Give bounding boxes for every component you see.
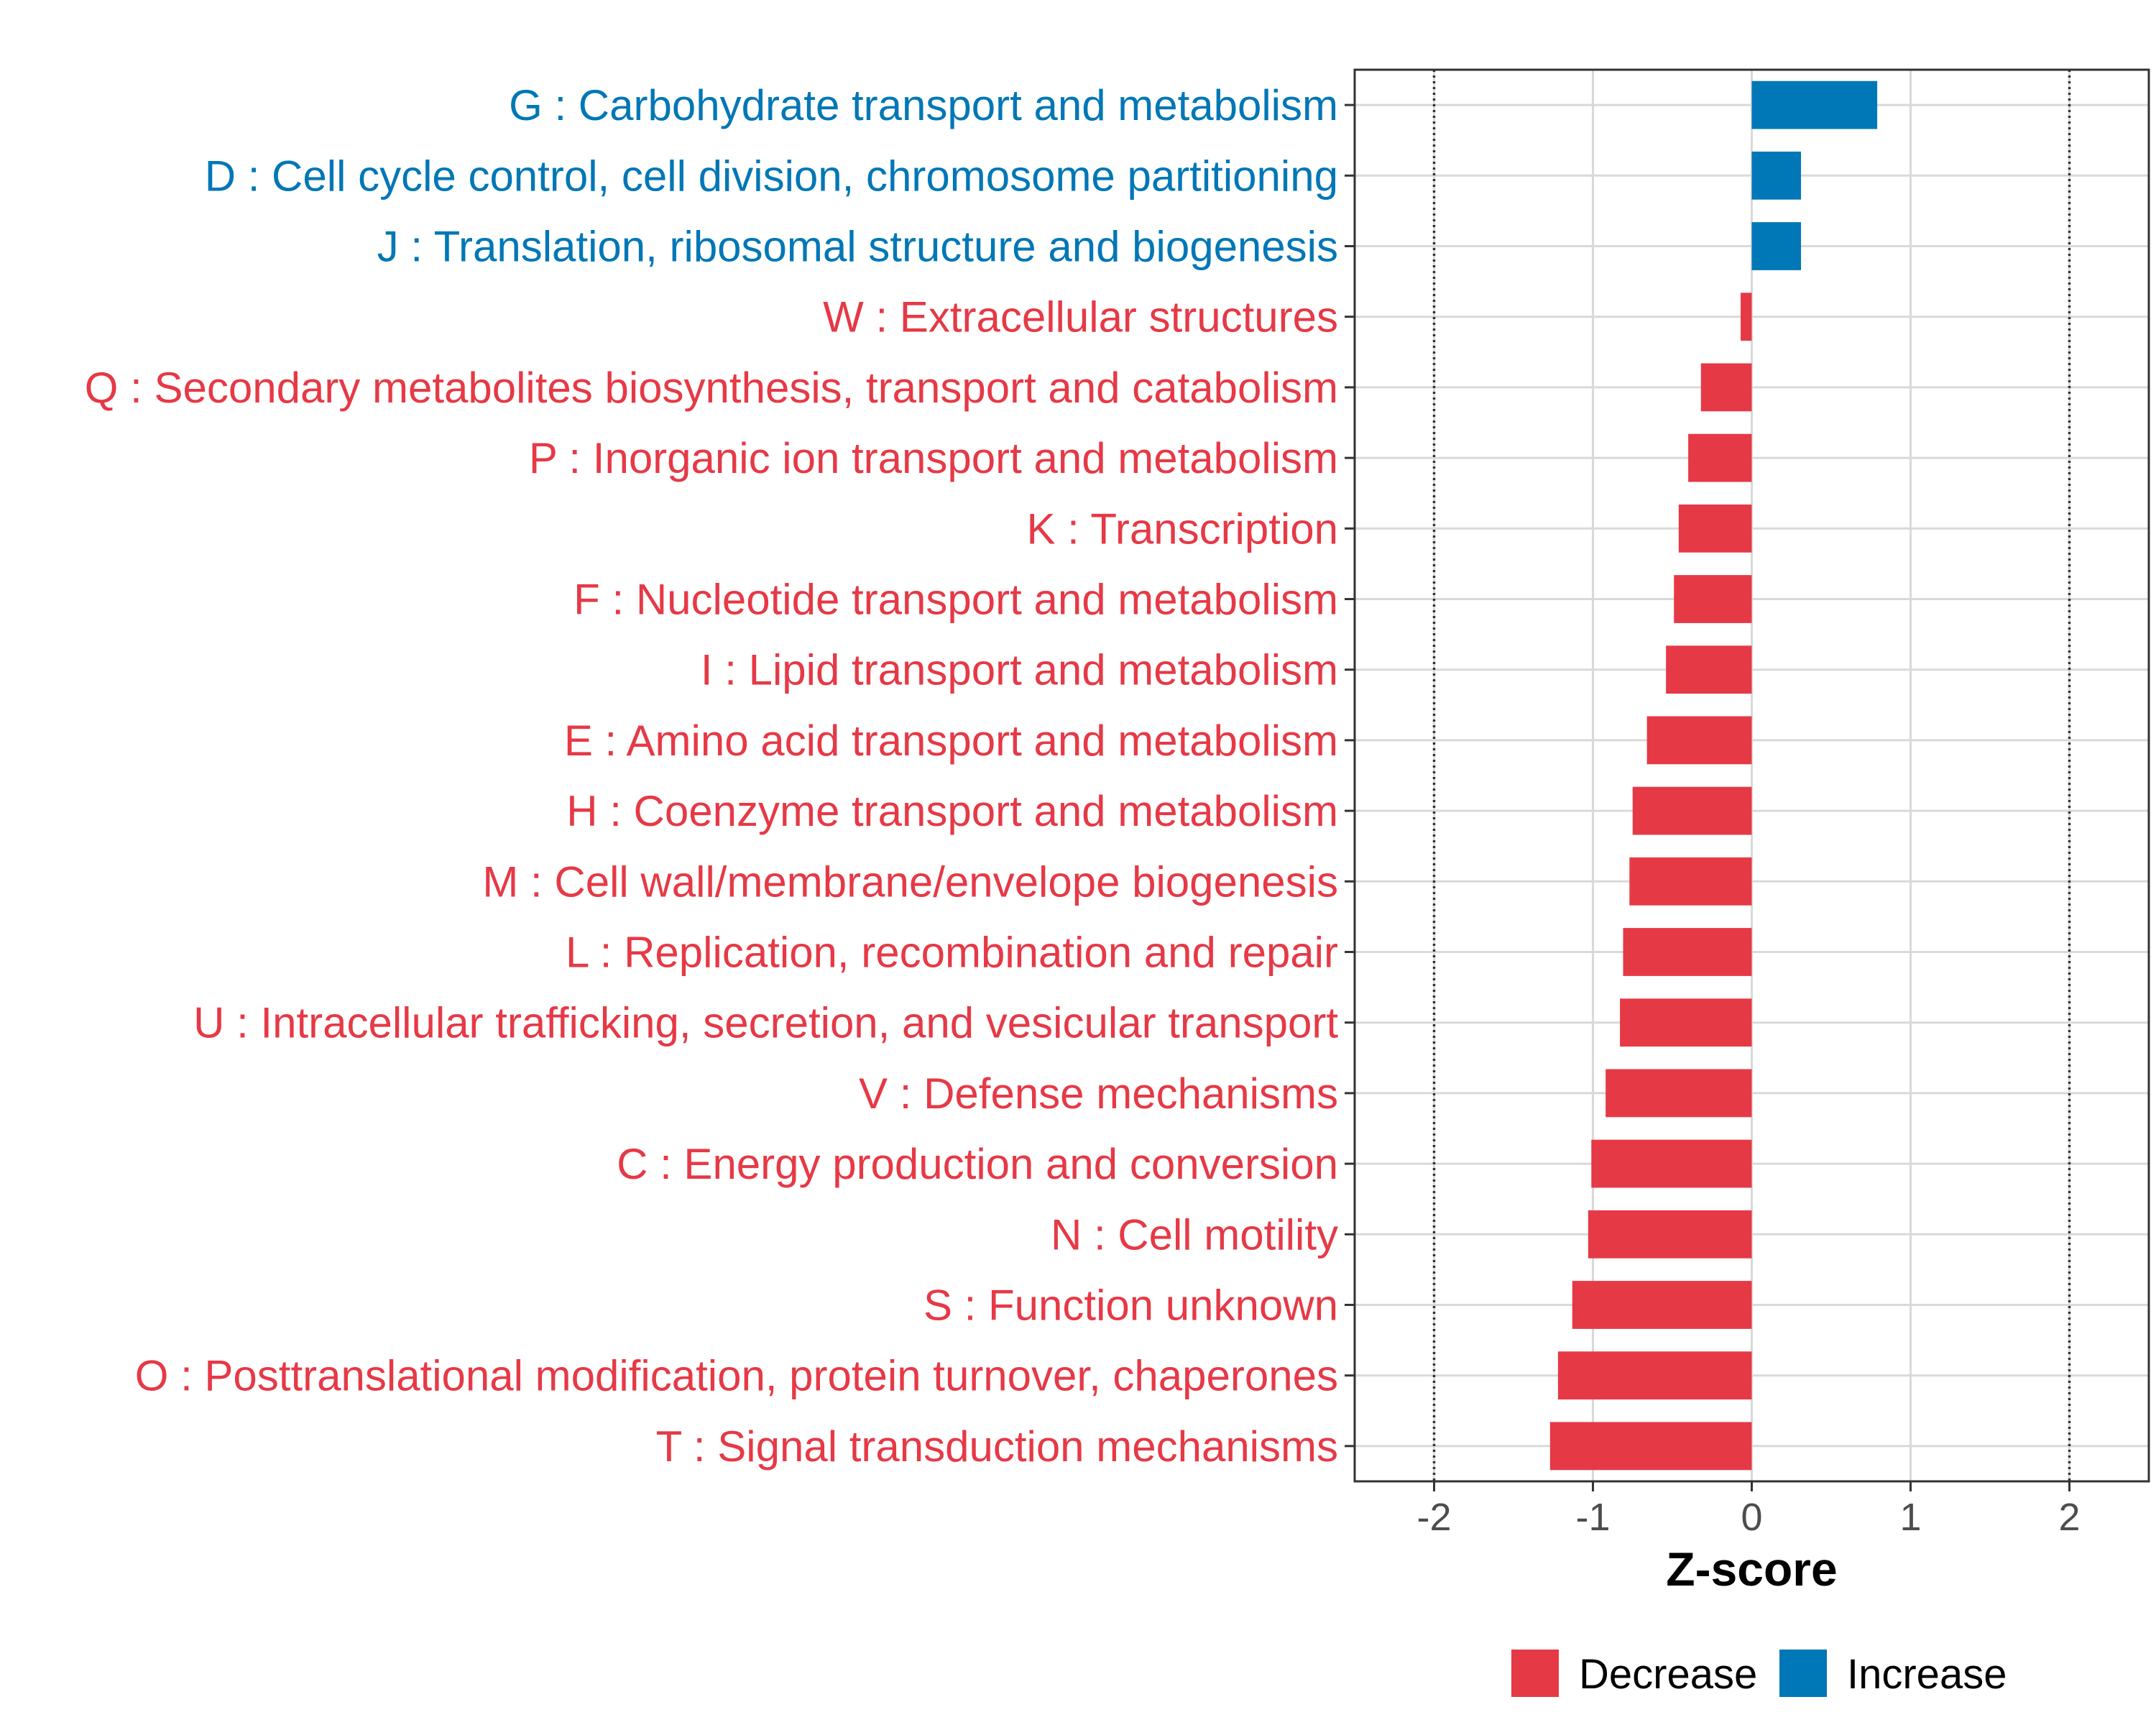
- bar: [1700, 363, 1752, 412]
- bar: [1549, 1422, 1752, 1471]
- category-label: S : Function unknown: [923, 1282, 1338, 1330]
- bar: [1674, 575, 1752, 623]
- category-label: P : Inorganic ion transport and metaboli…: [529, 434, 1338, 482]
- bar: [1678, 504, 1752, 553]
- bar: [1741, 293, 1752, 341]
- category-label: G : Carbohydrate transport and metabolis…: [509, 81, 1338, 129]
- category-label: D : Cell cycle control, cell division, c…: [205, 152, 1338, 200]
- category-label: E : Amino acid transport and metabolism: [564, 717, 1338, 765]
- bar: [1751, 80, 1878, 129]
- x-tick-label: 1: [1899, 1496, 1921, 1539]
- legend-label: Increase: [1847, 1651, 2007, 1698]
- category-label: W : Extracellular structures: [823, 293, 1338, 341]
- category-label: C : Energy production and conversion: [617, 1140, 1338, 1188]
- bar: [1646, 716, 1752, 765]
- legend-swatch: [1511, 1650, 1559, 1697]
- bar: [1666, 645, 1752, 694]
- category-label: I : Lipid transport and metabolism: [701, 646, 1338, 694]
- bar: [1557, 1351, 1752, 1400]
- x-axis-title: Z-score: [1666, 1542, 1837, 1596]
- bar: [1751, 222, 1802, 270]
- bar: [1623, 928, 1752, 976]
- bars: [1549, 80, 1878, 1471]
- bar: [1751, 151, 1802, 200]
- y-axis-category-labels: G : Carbohydrate transport and metabolis…: [85, 81, 1339, 1471]
- category-label: V : Defense mechanisms: [859, 1070, 1338, 1118]
- category-label: U : Intracellular trafficking, secretion…: [193, 999, 1338, 1047]
- bar: [1629, 857, 1752, 906]
- category-label: M : Cell wall/membrane/envelope biogenes…: [482, 857, 1338, 906]
- legend-label: Decrease: [1579, 1651, 1757, 1698]
- y-axis-ticks: [1345, 104, 1355, 1448]
- category-label: O : Posttranslational modification, prot…: [135, 1352, 1338, 1400]
- category-label: Q : Secondary metabolites biosynthesis, …: [85, 364, 1338, 412]
- bar: [1606, 1069, 1752, 1118]
- bar: [1620, 998, 1752, 1047]
- bar: [1591, 1139, 1752, 1188]
- x-tick-label: -1: [1575, 1496, 1610, 1539]
- bar: [1588, 1210, 1752, 1259]
- category-label: T : Signal transduction mechanisms: [656, 1422, 1338, 1471]
- x-tick-label: -2: [1416, 1496, 1451, 1539]
- legend-swatch: [1779, 1650, 1827, 1697]
- x-tick-label: 2: [2058, 1496, 2080, 1539]
- bar: [1572, 1281, 1752, 1329]
- category-label: F : Nucleotide transport and metabolism: [573, 576, 1338, 624]
- x-tick-label: 0: [1741, 1496, 1762, 1539]
- category-label: K : Transcription: [1026, 505, 1338, 553]
- bar: [1688, 433, 1752, 482]
- legend: Decrease Increase: [1511, 1650, 2007, 1698]
- category-label: L : Replication, recombination and repai…: [566, 929, 1338, 977]
- x-axis-ticks: -2 -1 0 1 2: [1416, 1481, 2081, 1539]
- category-label: N : Cell motility: [1051, 1210, 1338, 1259]
- category-label: H : Coenzyme transport and metabolism: [566, 787, 1338, 835]
- category-label: J : Translation, ribosomal structure and…: [377, 223, 1338, 271]
- bar: [1632, 786, 1752, 835]
